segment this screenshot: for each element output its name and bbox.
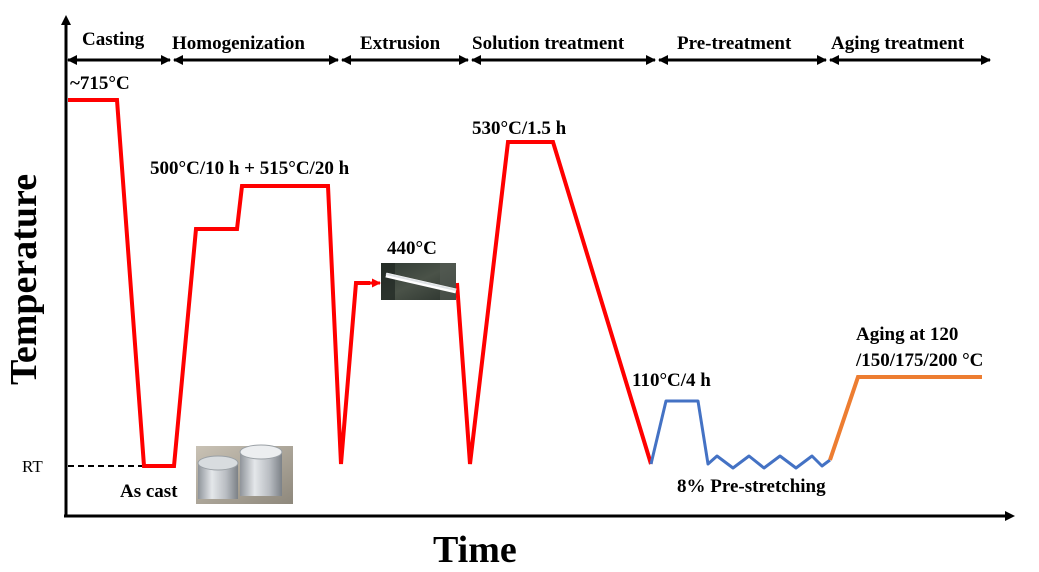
stage-label-aging: Aging treatment <box>831 33 965 54</box>
casting-temp-label: ~715°C <box>70 73 130 94</box>
as-cast-billets-photo <box>196 444 293 504</box>
solution-temp-label: 530°C/1.5 h <box>472 118 567 139</box>
thermal-path-red-solution <box>455 140 653 465</box>
aging-temp-label-line1: Aging at 120 <box>856 324 958 345</box>
rt-label: RT <box>22 457 43 476</box>
prestretch-label: 8% Pre-stretching <box>677 476 826 497</box>
stage-label-pretreatment: Pre-treatment <box>677 33 792 54</box>
stage-label-extrusion: Extrusion <box>360 33 441 54</box>
y-axis-title: Temperature <box>3 174 45 385</box>
as-cast-label: As cast <box>120 481 178 502</box>
thermal-path-orange <box>828 375 982 461</box>
stage-label-homogenization: Homogenization <box>172 33 305 54</box>
extruded-rod-photo <box>381 263 457 300</box>
x-axis-title: Time <box>433 529 517 571</box>
pretreatment-temp-label: 110°C/4 h <box>632 370 711 391</box>
stage-label-casting: Casting <box>82 29 145 50</box>
extrusion-temp-label: 440°C <box>387 238 437 259</box>
thermal-path-blue <box>649 399 831 470</box>
stage-label-solution: Solution treatment <box>472 33 625 54</box>
thermal-path-red <box>68 98 370 468</box>
homogenization-temp-label: 500°C/10 h + 515°C/20 h <box>150 158 350 179</box>
aging-temp-label-line2: /150/175/200 °C <box>855 350 983 371</box>
